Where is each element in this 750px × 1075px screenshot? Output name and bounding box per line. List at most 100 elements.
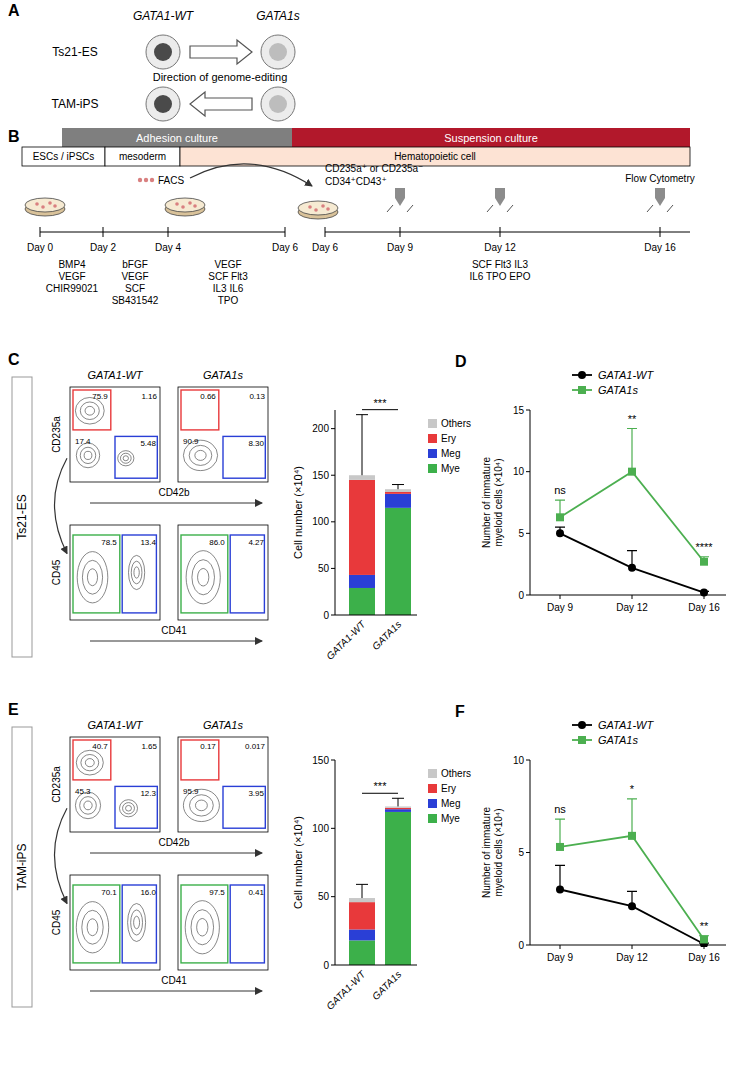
y-axis-label-line: Number of immature <box>481 456 492 548</box>
contour <box>80 402 99 420</box>
error-bar <box>356 884 368 898</box>
legend-label: Mye <box>441 813 460 824</box>
panel-letter: E <box>8 701 19 718</box>
column-header: GATA1-WT <box>87 369 143 381</box>
significance: * <box>630 783 635 795</box>
contour <box>80 447 95 463</box>
cell-dot <box>308 205 312 209</box>
contour <box>84 801 92 810</box>
category-label: GATA1s <box>370 969 403 1002</box>
day-tick <box>325 227 326 237</box>
day-label: Day 6 <box>312 242 339 253</box>
factor-label: IL3 IL6 <box>213 283 244 294</box>
cell-dot <box>144 178 148 182</box>
contour <box>198 568 209 586</box>
cell-dot <box>138 178 142 182</box>
contour <box>118 451 134 466</box>
y-tick <box>526 945 530 946</box>
gate-percent: 1.16 <box>141 392 157 401</box>
significance: *** <box>374 397 388 409</box>
y-tick <box>331 568 335 569</box>
axis-label: CD235a <box>51 416 62 453</box>
gate-percent: 0.66 <box>200 392 216 401</box>
day-tick <box>285 227 286 237</box>
day-tick <box>168 227 169 237</box>
x-tick-label: Day 12 <box>616 952 648 963</box>
y-tick <box>331 760 335 761</box>
cell-dot <box>41 205 45 209</box>
bars <box>349 798 411 965</box>
contour <box>87 569 97 586</box>
data-point <box>628 902 636 910</box>
mye-gate <box>73 885 120 963</box>
column-header: GATA1s <box>203 719 243 731</box>
contour <box>134 916 140 929</box>
error-bar <box>392 798 404 806</box>
axis-label: CD235a <box>51 766 62 803</box>
contour <box>192 560 215 595</box>
bar-segment <box>385 508 411 615</box>
sort-gate-label: CD34⁺CD43⁺ <box>325 176 387 187</box>
legend-swatch <box>428 814 437 823</box>
y-tick <box>526 410 530 411</box>
contour <box>123 803 135 814</box>
meg-gate <box>223 436 265 478</box>
axis-label: CD42b <box>158 487 190 498</box>
row-label: TAM-iPS <box>51 97 98 111</box>
factor-label: BMP4 <box>58 259 86 270</box>
factor-label: CHIR99021 <box>46 283 99 294</box>
gate-percent: 1.65 <box>141 742 157 751</box>
cell-dot <box>314 208 318 212</box>
panel-letter: B <box>8 128 20 145</box>
contour <box>81 754 99 770</box>
bar-segment <box>349 902 375 929</box>
cell-icon <box>261 87 295 121</box>
cytometer-stream <box>667 205 673 212</box>
flow-plot <box>70 737 160 832</box>
axis-label: CD45 <box>51 909 62 935</box>
gate-percent: 0.17 <box>200 742 216 751</box>
x-tick-label: Day 12 <box>616 602 648 613</box>
contour <box>75 397 104 424</box>
contour <box>77 552 108 603</box>
significance: ** <box>628 413 637 425</box>
day-label: Day 4 <box>155 242 182 253</box>
y-tick <box>331 475 335 476</box>
cytometer-nozzle <box>655 198 665 206</box>
bar-segment <box>349 940 375 965</box>
x-tick <box>560 945 561 949</box>
nucleus-icon <box>269 43 287 61</box>
legend-label: Others <box>441 768 471 779</box>
gate-percent: 45.3 <box>75 787 91 796</box>
bar-segment <box>385 494 411 508</box>
cell-icon <box>146 87 180 121</box>
day-label: Day 12 <box>484 242 516 253</box>
contour <box>82 560 102 594</box>
axis-arrow <box>90 991 262 992</box>
phase-label: Suspension culture <box>444 132 538 144</box>
meg-gate <box>122 535 156 613</box>
flow-plot <box>178 387 268 482</box>
gate-percent: 86.0 <box>209 538 225 547</box>
factor-label: bFGF <box>122 259 148 270</box>
mye-gate <box>73 535 120 613</box>
bar-segment <box>349 588 375 615</box>
legend-swatch <box>428 799 437 808</box>
cell-dot <box>181 205 185 209</box>
figure: AGATA1-WTGATA1sTs21-ESTAM-iPSDirection o… <box>0 0 750 1075</box>
flow-plot <box>178 737 268 832</box>
bar-segment <box>385 806 411 807</box>
gate-arrow <box>55 458 68 553</box>
axis-label: CD41 <box>161 975 187 986</box>
flow-plot <box>70 387 160 482</box>
y-tick <box>526 471 530 472</box>
stage-label: ESCs / iPSCs <box>33 151 95 162</box>
y-tick <box>331 965 335 966</box>
contour <box>76 902 108 953</box>
cell-dot <box>175 202 179 206</box>
gate-percent: 95.9 <box>183 787 199 796</box>
x-tick-label: Day 9 <box>547 952 574 963</box>
contour <box>191 910 214 945</box>
y-tick-label: 0 <box>518 940 524 951</box>
factor-label: SCF <box>125 283 145 294</box>
